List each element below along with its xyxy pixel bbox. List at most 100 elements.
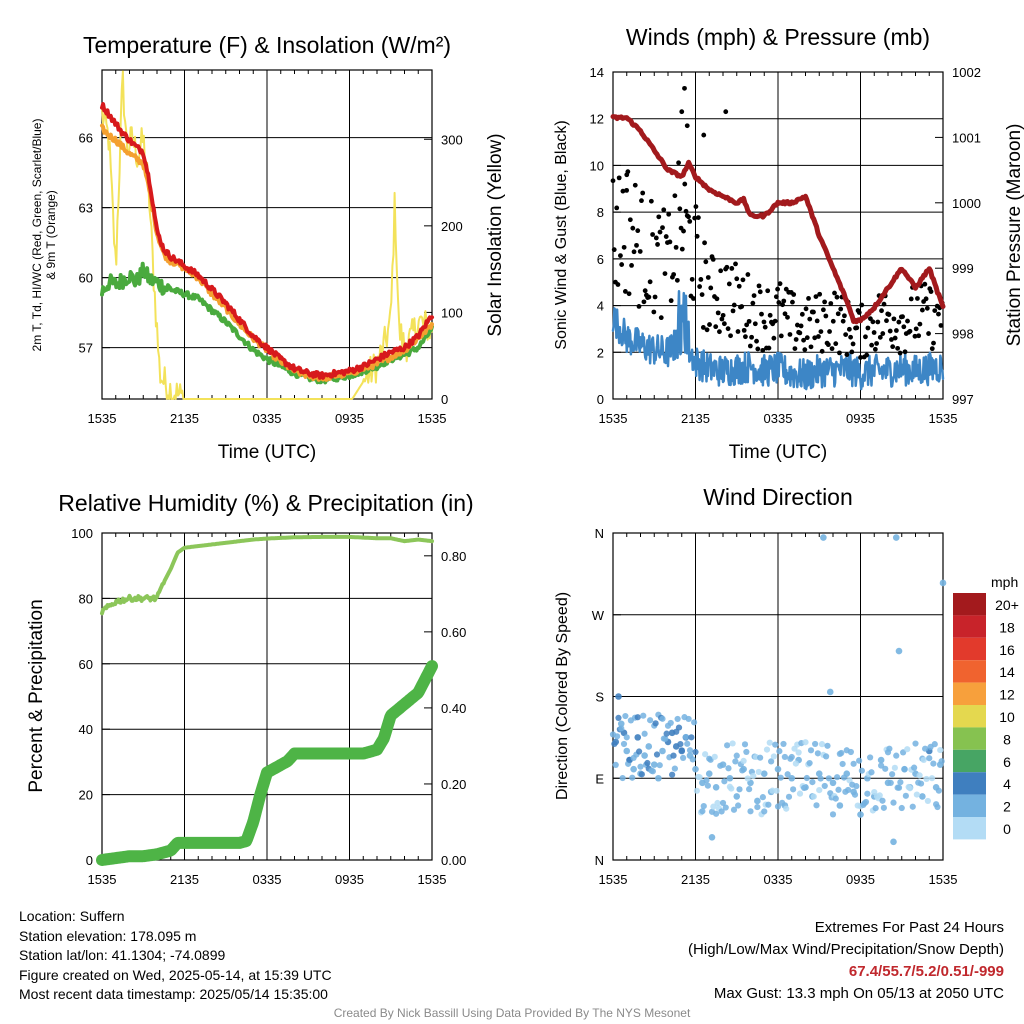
direction-point [806,759,813,767]
gust-dot [929,346,935,352]
gust-dot [666,211,672,217]
colorbar-swatch [953,593,986,616]
gust-dot [856,310,862,315]
direction-point [838,749,845,757]
gust-dot [828,301,834,306]
gust-dot [837,350,842,356]
direction-point [704,782,711,789]
direction-point [693,787,700,794]
gust-dot [799,311,805,317]
direction-point [912,740,919,747]
gust-dot [864,352,870,358]
gust-dot [820,307,826,313]
direction-point [684,740,691,747]
direction-point [832,795,839,802]
colorbar-label: 14 [999,664,1015,680]
station-info: Location: Suffern Station elevation: 178… [19,907,332,1005]
y-tick-label: 80 [79,591,93,606]
gust-dot [662,271,668,276]
direction-point [803,774,810,782]
gust-dot [884,318,889,324]
humidity-title: Relative Humidity (%) & Precipitation (i… [58,490,473,516]
gust-dot [652,294,658,300]
gust-dot [726,281,732,287]
direction-point [735,802,742,809]
gust-dot [704,327,710,333]
direction-point [726,774,734,782]
gust-dot [880,331,886,336]
direction-point [656,762,663,769]
gust-dot [907,328,913,334]
direction-point [938,758,945,765]
y-tick-label: 63 [79,201,93,216]
gust-dot [895,345,901,351]
gust-dot [817,291,823,297]
direction-point [857,811,864,818]
gust-dot [637,249,643,254]
gust-dot [846,326,852,332]
direction-point [670,752,677,759]
direction-point [906,785,914,792]
gust-dot [843,332,849,337]
direction-point [770,753,777,760]
temperature-line [100,102,434,380]
direction-point [810,793,817,800]
y-tick-label: 66 [79,131,93,146]
gust-dot [657,229,663,235]
gust-dot [832,290,837,296]
direction-point [807,747,815,754]
gust-dot [739,304,745,309]
gust-dot [900,314,905,320]
gust-dot [621,244,627,250]
direction-point [845,786,852,794]
extremes-legend: (High/Low/Max Wind/Precipitation/Snow De… [688,941,1004,958]
gust-dot [757,289,763,295]
x-tick-label: 1535 [599,872,628,887]
gust-dot [760,347,766,353]
gust-dot [684,123,690,129]
direction-point [733,793,741,800]
credit-line: Created By Nick Bassill Using Data Provi… [333,1006,691,1020]
gust-dot [741,327,747,333]
gust-dot [751,293,757,299]
gust-dot [787,332,793,337]
gust-dot [683,208,689,214]
direction-point [614,733,621,740]
direction-point [638,771,645,778]
direction-point [792,760,799,767]
gust-dot [672,193,678,199]
gust-dot [745,272,751,277]
gust-dot [778,333,784,339]
gust-dot [728,333,733,339]
x-tick-label: 1535 [418,872,447,887]
direction-point [820,534,827,541]
direction-point [759,794,766,801]
direction-point [689,756,696,763]
direction-point [829,779,837,787]
gust-dot [616,175,622,181]
direction-point [916,772,923,779]
gust-dot [766,345,772,351]
gust-dot [718,268,724,274]
direction-point [779,799,786,806]
gust-dot [658,315,664,321]
direction-point [785,793,793,800]
direction-point [649,768,656,775]
direction-point [634,714,641,721]
direction-point [856,757,863,764]
x-tick-label: 2135 [170,872,199,887]
wind-speed-line [611,290,945,391]
direction-point [924,797,931,805]
colorbar-swatch [953,705,986,728]
winds-title: Winds (mph) & Pressure (mb) [626,24,930,50]
x-tick-label: 1535 [599,411,628,426]
gust-dot [775,286,780,292]
gust-dot [765,288,771,294]
y-tick-label: 6 [597,252,604,267]
temperature-ylabel-left-1: 2m T, Td, HI/WC (Red, Green, Scarlet/Blu… [30,119,44,352]
gust-dot [892,335,898,341]
gust-dot [619,262,625,267]
winds-plot-area: 1535 2135 0335 0935 1535 0 2 4 6 8 10 12 14 997 998 999… [590,65,981,426]
direction-point [755,768,762,776]
gust-dot [640,190,646,196]
